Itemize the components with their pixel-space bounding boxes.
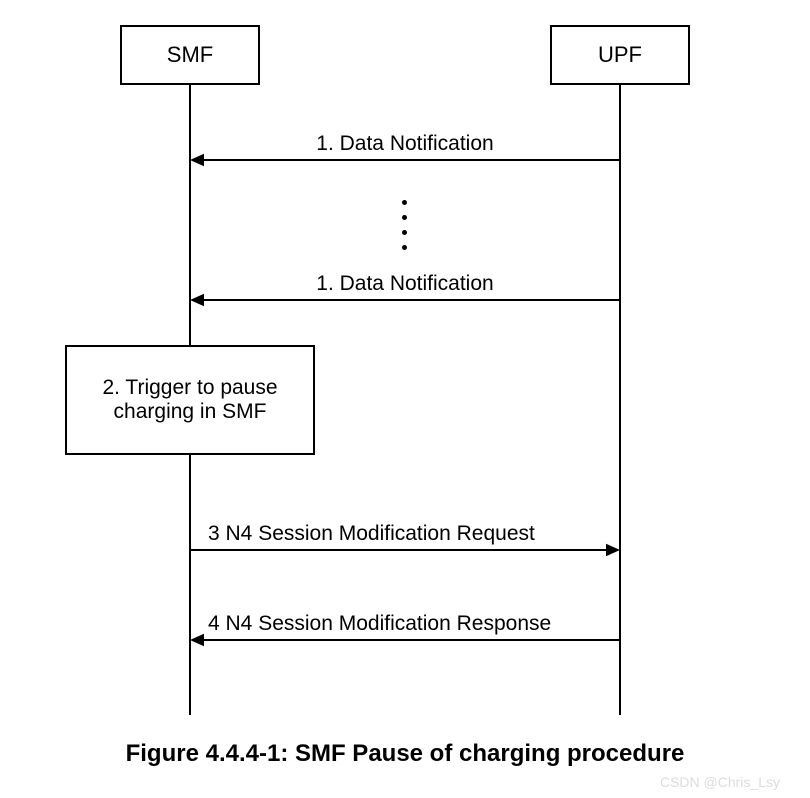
figure-caption: Figure 4.4.4-1: SMF Pause of charging pr… (0, 740, 810, 768)
message-1b-label: 1. Data Notification (190, 272, 620, 296)
message-3-label: 3 N4 Session Modification Request (208, 522, 618, 546)
process-box-pause-charging: 2. Trigger to pause charging in SMF (65, 345, 315, 455)
process-box-label: 2. Trigger to pause charging in SMF (73, 376, 307, 424)
sequence-diagram: SMF UPF 1. Data Notification 1. Data Not… (0, 0, 810, 798)
ellipsis-dots (402, 200, 407, 250)
message-4-label: 4 N4 Session Modification Response (208, 612, 618, 636)
message-1-label: 1. Data Notification (190, 132, 620, 156)
watermark-text: CSDN @Chris_Lsy (660, 774, 780, 790)
